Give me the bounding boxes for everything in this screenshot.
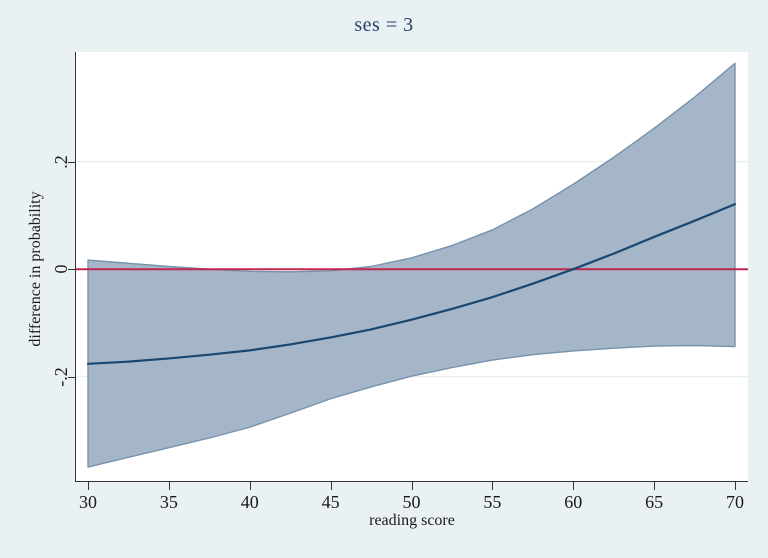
- chart-title: ses = 3: [354, 14, 414, 36]
- y-axis-title: difference in probability: [27, 191, 44, 347]
- x-tick-label-35: 35: [159, 492, 178, 512]
- y-tick-0: [68, 269, 76, 270]
- x-tick-label-55: 55: [483, 492, 502, 512]
- x-tick-45: [330, 482, 332, 490]
- plot-area: [75, 52, 748, 482]
- y-tick--.2: [68, 377, 76, 378]
- y-tick-label--.2: -.2: [51, 367, 71, 387]
- x-tick-55: [492, 482, 494, 490]
- x-tick-35: [168, 482, 170, 490]
- x-tick-label-70: 70: [726, 492, 744, 512]
- prediction-line: [86, 203, 737, 365]
- x-tick-50: [411, 482, 413, 490]
- x-tick-65: [654, 482, 656, 490]
- x-tick-label-65: 65: [645, 492, 664, 512]
- x-tick-label-40: 40: [240, 492, 259, 512]
- x-tick-label-50: 50: [402, 492, 421, 512]
- x-tick-label-30: 30: [79, 492, 97, 512]
- x-axis-title: reading score: [369, 512, 455, 529]
- y-tick-label-0: 0: [51, 264, 71, 274]
- x-tick-label-60: 60: [564, 492, 583, 512]
- x-tick-30: [88, 482, 89, 490]
- x-tick-60: [573, 482, 575, 490]
- y-tick-.2: [68, 162, 76, 163]
- plot-svg: [76, 62, 748, 468]
- x-tick-40: [249, 482, 251, 490]
- x-tick-70: [735, 482, 736, 490]
- y-tick-label-.2: .2: [51, 155, 71, 169]
- confidence-band: [87, 62, 736, 468]
- x-tick-label-45: 45: [321, 492, 340, 512]
